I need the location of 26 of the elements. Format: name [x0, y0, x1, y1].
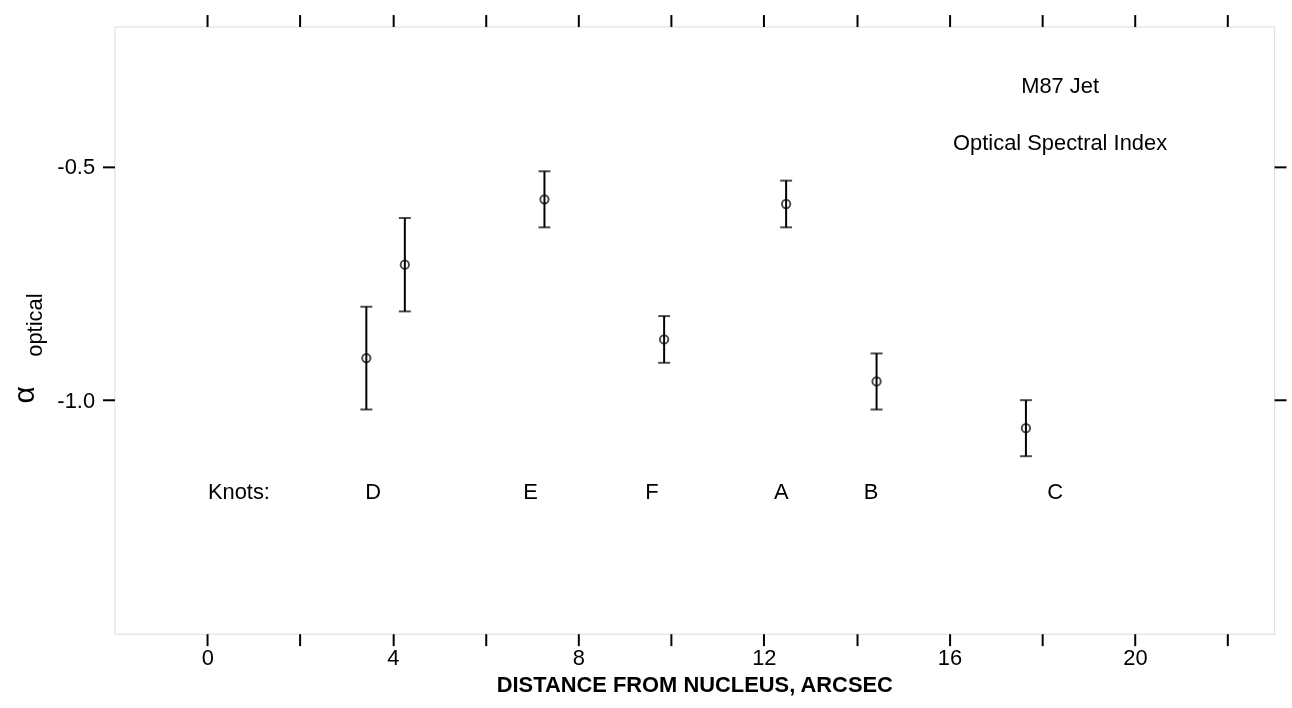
point	[361, 352, 372, 364]
annotation: F	[645, 479, 659, 505]
x-tick-label: 12	[752, 645, 777, 671]
annotation: D	[365, 479, 382, 505]
x-tick-label: 0	[201, 645, 214, 671]
annotation: B	[863, 479, 879, 505]
annotation: E	[523, 479, 538, 505]
x-tick-label: 8	[572, 645, 585, 671]
point	[539, 194, 550, 205]
x-axis-title: DISTANCE FROM NUCLEUS, ARCSEC	[496, 671, 894, 697]
x-tick-label: 4	[387, 645, 400, 671]
y-tick-label: -1.0	[57, 387, 96, 413]
y-tick-label: -0.5	[57, 154, 96, 180]
x-tick-label: 16	[937, 645, 963, 671]
annotation: Knots:	[207, 479, 270, 505]
point	[871, 376, 882, 387]
x-tick-label: 20	[1123, 645, 1148, 671]
text: M87 Jet	[1021, 73, 1099, 99]
text: Optical Spectral Index	[953, 129, 1168, 155]
y-axis-title: αoptical	[6, 293, 47, 404]
point	[780, 198, 792, 210]
annotation: A	[774, 479, 790, 505]
point	[1020, 423, 1032, 434]
annotation: C	[1047, 479, 1064, 505]
point	[399, 259, 410, 270]
point	[658, 334, 670, 345]
